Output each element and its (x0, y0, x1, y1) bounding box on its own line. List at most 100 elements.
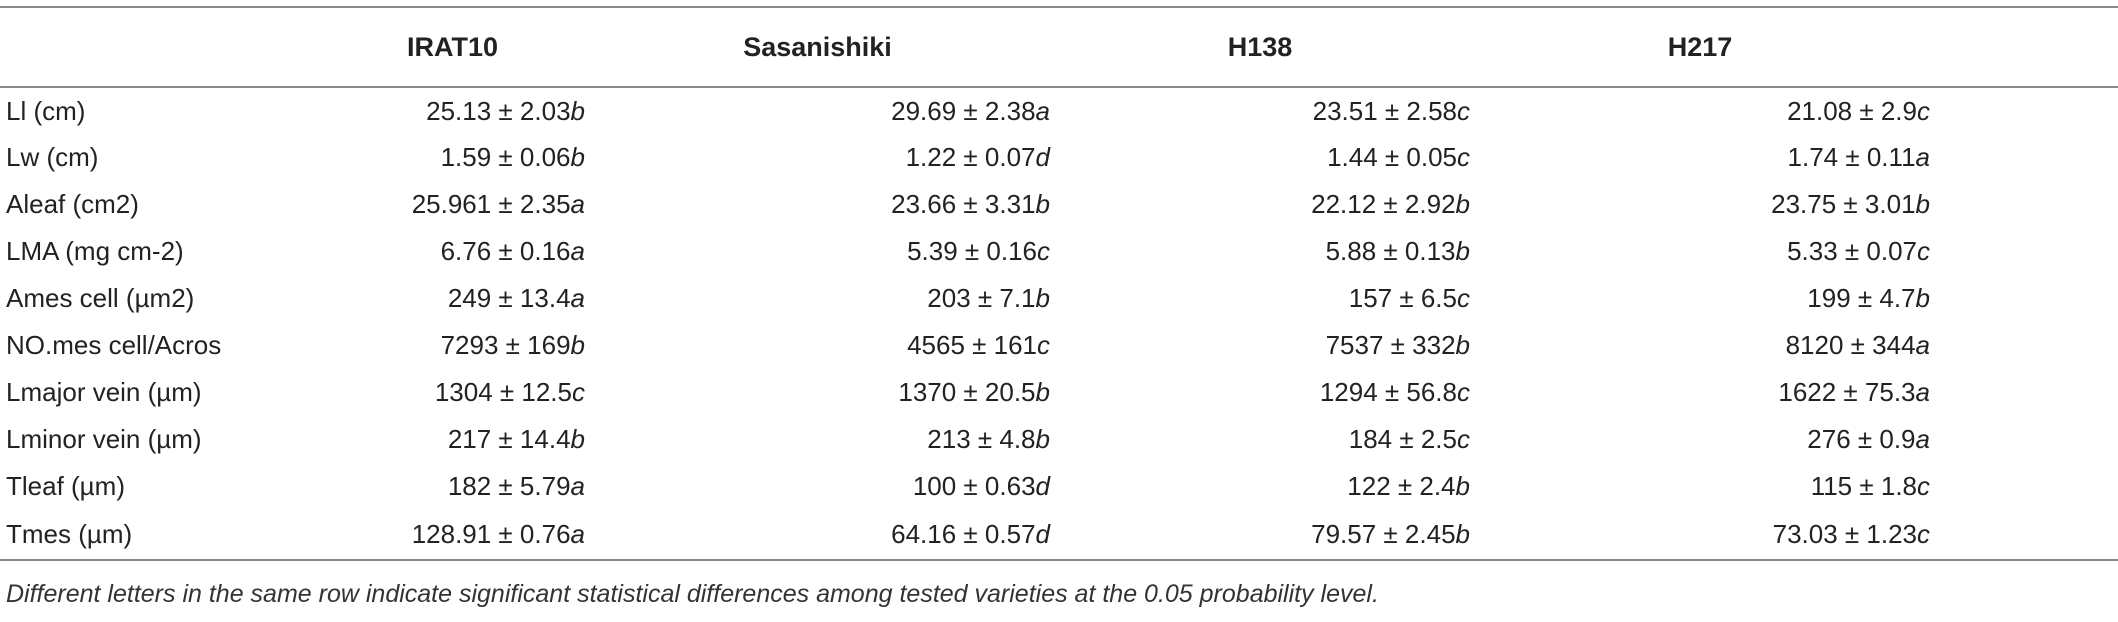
cell-significance-letter: c (1917, 95, 1930, 126)
cell-value: 73.03 ± 1.23 (1772, 519, 1917, 549)
cell-value: 25.961 ± 2.35 (411, 189, 571, 219)
cell-value: 7537 ± 332 (1325, 330, 1456, 360)
cell-value: 25.13 ± 2.03 (426, 95, 571, 126)
row-label: Ames cell (µm2) (6, 283, 195, 313)
cell-value: 6.76 ± 0.16 (440, 236, 571, 266)
cell-value: 5.39 ± 0.16 (907, 236, 1037, 266)
cell-value: 182 ± 5.79 (447, 471, 571, 501)
row-spacer (1930, 322, 2118, 369)
table-cell: 1.22 ± 0.07d (585, 134, 1050, 181)
cell-significance-letter: c (1457, 283, 1470, 313)
row-label: Ll (cm) (6, 95, 86, 126)
cell-value: 115 ± 1.8 (1810, 471, 1917, 501)
table-row: Tmes (µm) 128.91 ± 0.76a 64.16 ± 0.57d 79.5… (0, 510, 2118, 561)
table-cell: 122 ± 2.4b (1050, 463, 1470, 510)
cell-significance-letter: b (1915, 189, 1930, 219)
table-cell: 23.66 ± 3.31b (585, 181, 1050, 228)
row-spacer (1930, 416, 2118, 463)
cell-significance-letter: b (1455, 330, 1470, 360)
cell-value: 4565 ± 161 (907, 330, 1037, 360)
cell-value: 249 ± 13.4 (447, 283, 571, 313)
cell-significance-letter: b (1455, 519, 1470, 549)
table-cell: 1622 ± 75.3a (1470, 369, 1930, 416)
cell-value: 29.69 ± 2.38 (891, 95, 1036, 126)
table-cell: 64.16 ± 0.57d (585, 510, 1050, 561)
row-spacer (1930, 134, 2118, 181)
cell-significance-letter: c (1917, 519, 1930, 549)
cell-value: 1304 ± 12.5 (434, 377, 572, 407)
table-cell: 213 ± 4.8b (585, 416, 1050, 463)
cell-value: 23.75 ± 3.01 (1771, 189, 1916, 219)
cell-value: 203 ± 7.1 (927, 283, 1036, 313)
cell-value: 122 ± 2.4 (1347, 471, 1456, 501)
table-cell: 203 ± 7.1b (585, 275, 1050, 322)
cell-significance-letter: b (570, 424, 585, 454)
table-row: Tleaf (µm) 182 ± 5.79a 100 ± 0.63d 122 ± 2.… (0, 463, 2118, 510)
row-label: LMA (mg cm-2) (6, 236, 184, 266)
row-spacer (1930, 275, 2118, 322)
cell-value: 1622 ± 75.3 (1778, 377, 1916, 407)
cell-significance-letter: c (1037, 330, 1050, 360)
cell-significance-letter: a (570, 519, 585, 549)
table-cell: 5.88 ± 0.13b (1050, 228, 1470, 275)
table-row: Lmajor vein (µm) 1304 ± 12.5c 1370 ± 20.5b… (0, 369, 2118, 416)
table-cell: 1.59 ± 0.06b (320, 134, 585, 181)
cell-significance-letter: c (1037, 236, 1050, 266)
table-cell: 1304 ± 12.5c (320, 369, 585, 416)
row-label: Lmajor vein (µm) (6, 377, 202, 407)
cell-significance-letter: b (570, 142, 585, 172)
cell-value: 79.57 ± 2.45 (1311, 519, 1456, 549)
table-cell: 23.51 ± 2.58c (1050, 87, 1470, 134)
cell-significance-letter: c (1457, 142, 1470, 172)
cell-significance-letter: b (1455, 471, 1470, 501)
header-cell-h217: H217 (1470, 6, 1930, 88)
table-cell: 4565 ± 161c (585, 322, 1050, 369)
cell-significance-letter: b (1455, 189, 1470, 219)
table-cell: 115 ± 1.8c (1470, 463, 1930, 510)
cell-value: 7293 ± 169 (440, 330, 571, 360)
table-row: Lw (cm) 1.59 ± 0.06b 1.22 ± 0.07d 1.44 ± 0.… (0, 134, 2118, 181)
cell-value: 1.22 ± 0.07 (905, 142, 1036, 172)
data-table: IRAT10 Sasanishiki H138 H217 Ll (cm) 25.1… (0, 6, 2118, 561)
cell-value: 1.44 ± 0.05 (1327, 142, 1457, 172)
table-cell: 1294 ± 56.8c (1050, 369, 1470, 416)
table-cell: 100 ± 0.63d (585, 463, 1050, 510)
cell-significance-letter: b (1035, 377, 1050, 407)
cell-value: 128.91 ± 0.76 (411, 519, 571, 549)
cell-value: 217 ± 14.4 (447, 424, 571, 454)
table-cell: 249 ± 13.4a (320, 275, 585, 322)
row-label: Lw (cm) (6, 142, 99, 172)
cell-significance-letter: c (1457, 377, 1470, 407)
cell-significance-letter: b (570, 95, 585, 126)
row-spacer (1930, 87, 2118, 134)
table-cell: 8120 ± 344a (1470, 322, 1930, 369)
row-label: Tmes (µm) (0, 510, 320, 561)
table-cell: 182 ± 5.79a (320, 463, 585, 510)
table-cell: 217 ± 14.4b (320, 416, 585, 463)
cell-value: 1.74 ± 0.11 (1787, 142, 1916, 172)
table-cell: 1.74 ± 0.11a (1470, 134, 1930, 181)
row-spacer (1930, 228, 2118, 275)
table-cell: 21.08 ± 2.9c (1470, 87, 1930, 134)
cell-significance-letter: a (1915, 142, 1930, 172)
cell-value: 276 ± 0.9 (1807, 424, 1916, 454)
cell-value: 157 ± 6.5 (1348, 283, 1457, 313)
table-row: LMA (mg cm-2) 6.76 ± 0.16a 5.39 ± 0.16c 5.8… (0, 228, 2118, 275)
cell-significance-letter: a (570, 283, 585, 313)
cell-value: 184 ± 2.5 (1348, 424, 1457, 454)
cell-significance-letter: b (1455, 236, 1470, 266)
cell-value: 5.88 ± 0.13 (1325, 236, 1456, 266)
table-row: Aleaf (cm2) 25.961 ± 2.35a 23.66 ± 3.31b 22… (0, 181, 2118, 228)
cell-value: 21.08 ± 2.9 (1787, 95, 1917, 126)
table-cell: 25.13 ± 2.03b (320, 87, 585, 134)
row-label: Aleaf (cm2) (6, 189, 139, 219)
cell-value: 5.33 ± 0.07 (1787, 236, 1917, 266)
row-spacer (1930, 510, 2118, 561)
table-cell: 5.39 ± 0.16c (585, 228, 1050, 275)
cell-significance-letter: d (1035, 142, 1050, 172)
table-footnote: Different letters in the same row indica… (6, 580, 1379, 608)
cell-value: 100 ± 0.63 (912, 471, 1036, 501)
cell-significance-letter: a (1035, 95, 1050, 126)
row-spacer (1930, 181, 2118, 228)
cell-value: 199 ± 4.7 (1807, 283, 1916, 313)
